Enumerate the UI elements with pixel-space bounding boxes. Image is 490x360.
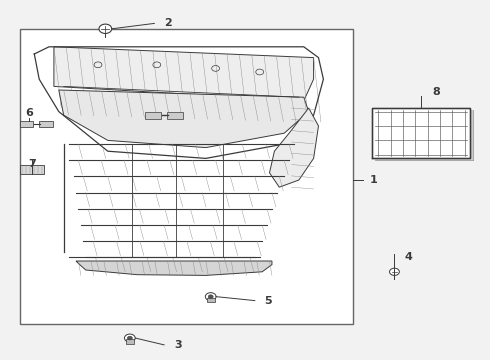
Text: 2: 2 bbox=[164, 18, 172, 28]
Circle shape bbox=[390, 268, 399, 275]
Polygon shape bbox=[59, 90, 309, 148]
Text: 1: 1 bbox=[370, 175, 378, 185]
Text: 3: 3 bbox=[174, 340, 182, 350]
Circle shape bbox=[205, 293, 216, 301]
Text: 8: 8 bbox=[432, 87, 440, 97]
Bar bbox=[372, 108, 470, 158]
Bar bbox=[20, 29, 353, 324]
Circle shape bbox=[208, 295, 213, 298]
Text: 6: 6 bbox=[25, 108, 33, 118]
Bar bbox=[126, 339, 134, 344]
Circle shape bbox=[124, 334, 135, 342]
Polygon shape bbox=[54, 47, 314, 101]
Circle shape bbox=[127, 336, 132, 340]
Polygon shape bbox=[39, 121, 53, 127]
Polygon shape bbox=[167, 112, 183, 119]
Circle shape bbox=[99, 24, 112, 33]
Polygon shape bbox=[145, 112, 161, 119]
Text: 4: 4 bbox=[404, 252, 412, 262]
Polygon shape bbox=[76, 261, 272, 275]
Bar bbox=[207, 298, 215, 302]
Bar bbox=[375, 110, 473, 160]
Text: 7: 7 bbox=[28, 159, 36, 169]
Bar bbox=[20, 165, 44, 174]
Polygon shape bbox=[270, 108, 318, 187]
Polygon shape bbox=[20, 121, 33, 127]
Text: 5: 5 bbox=[265, 296, 272, 306]
